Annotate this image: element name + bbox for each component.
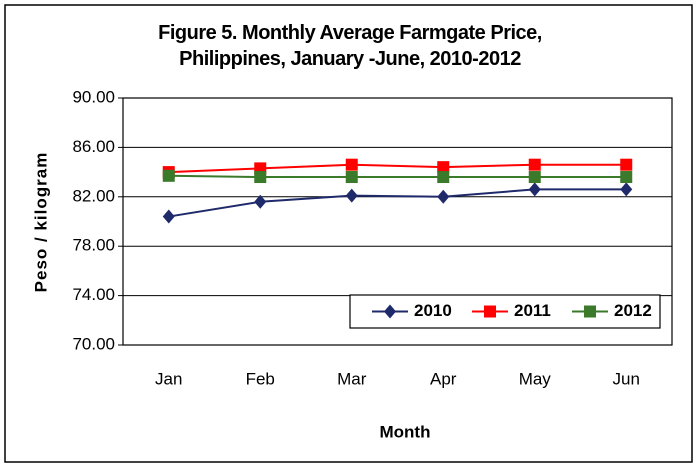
y-tick-label: 86.00 [72, 137, 115, 156]
data-point [345, 188, 358, 203]
series-line [168, 174, 627, 179]
x-tick-label: Jan [155, 369, 182, 388]
data-point [620, 171, 633, 184]
x-tick-label: Mar [337, 369, 367, 388]
y-tick-label: 82.00 [72, 186, 115, 205]
data-point [528, 171, 541, 184]
plot-frame [122, 97, 673, 346]
data-point [528, 158, 541, 171]
x-tick-label: May [519, 369, 552, 388]
y-axis-label: Peso / kilogram [31, 152, 50, 293]
data-point [254, 171, 267, 184]
data-point [437, 171, 450, 184]
x-tick-label: Apr [430, 369, 457, 388]
data-point [162, 209, 175, 224]
legend-marker [484, 305, 496, 318]
legend-label: 2012 [614, 301, 652, 320]
x-tick-label: Jun [613, 369, 640, 388]
y-tick-label: 78.00 [72, 236, 115, 255]
chart-border [4, 4, 693, 463]
legend-label: 2011 [514, 301, 551, 320]
data-point [254, 194, 267, 209]
y-tick-label: 74.00 [72, 285, 115, 304]
x-axis-label: Month [380, 422, 431, 441]
data-point [620, 158, 633, 171]
chart-title: Figure 5. Monthly Average Farmgate Price… [158, 22, 542, 70]
y-tick-label: 70.00 [72, 334, 115, 353]
legend-marker [584, 305, 596, 318]
data-point [437, 161, 450, 174]
series-line [168, 163, 627, 174]
data-point [437, 189, 450, 204]
y-tick-label: 90.00 [72, 87, 115, 106]
data-point [162, 169, 175, 182]
data-point [345, 158, 358, 171]
data-point [345, 171, 358, 184]
data-point [528, 182, 541, 197]
legend-marker [384, 304, 396, 319]
data-point [620, 182, 633, 197]
x-tick-label: Feb [246, 369, 275, 388]
series-line [168, 188, 627, 218]
legend-label: 2010 [414, 301, 452, 320]
